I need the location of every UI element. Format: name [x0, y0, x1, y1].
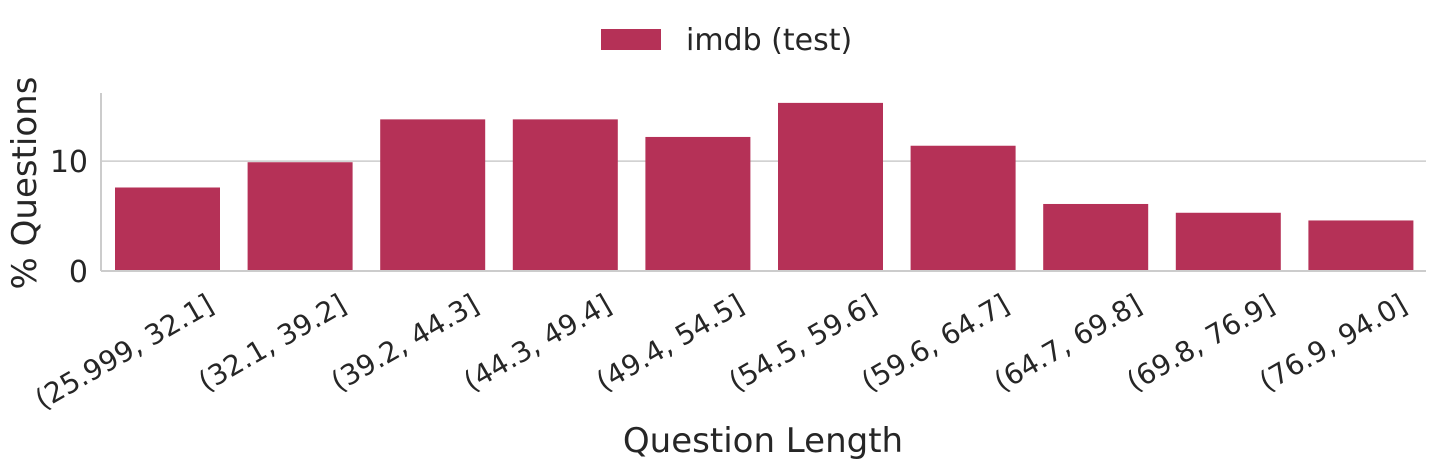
- x-tick-label: (32.1, 39.2]: [193, 287, 352, 398]
- bar: [778, 102, 883, 271]
- axes: [100, 93, 1426, 272]
- x-tick-labels: (25.999, 32.1](32.1, 39.2](39.2, 44.3](4…: [29, 287, 1412, 416]
- legend: imdb (test): [601, 23, 852, 58]
- bar: [380, 119, 486, 272]
- x-tick-label: (54.5, 59.6]: [723, 287, 882, 398]
- x-tick-label: (64.7, 69.8]: [988, 287, 1147, 398]
- bars: [115, 102, 1414, 272]
- y-tick-label: 0: [69, 255, 88, 290]
- x-tick-label: (59.6, 64.7]: [856, 287, 1015, 398]
- bar: [115, 187, 220, 271]
- bar: [1175, 212, 1281, 271]
- bar: [1308, 220, 1414, 271]
- x-tick-label: (76.9, 94.0]: [1254, 287, 1413, 398]
- legend-swatch: [601, 29, 661, 50]
- x-tick-label: (39.2, 44.3]: [325, 287, 484, 398]
- bar: [512, 119, 618, 272]
- bar: [247, 162, 353, 271]
- bar: [1043, 203, 1149, 271]
- bar: [645, 136, 751, 271]
- x-tick-label: (44.3, 49.4]: [458, 287, 617, 398]
- bar: [910, 145, 1016, 271]
- legend-label-imdb-test: imdb (test): [686, 23, 852, 58]
- y-axis-label: % Questions: [5, 77, 45, 290]
- x-tick-label: (69.8, 76.9]: [1121, 287, 1280, 398]
- y-tick-label: 10: [50, 145, 88, 180]
- x-tick-label: (25.999, 32.1]: [29, 287, 219, 416]
- x-tick-label: (49.4, 54.5]: [591, 287, 750, 398]
- y-tick-labels: 0 10: [50, 145, 88, 290]
- x-axis-label: Question Length: [623, 421, 903, 461]
